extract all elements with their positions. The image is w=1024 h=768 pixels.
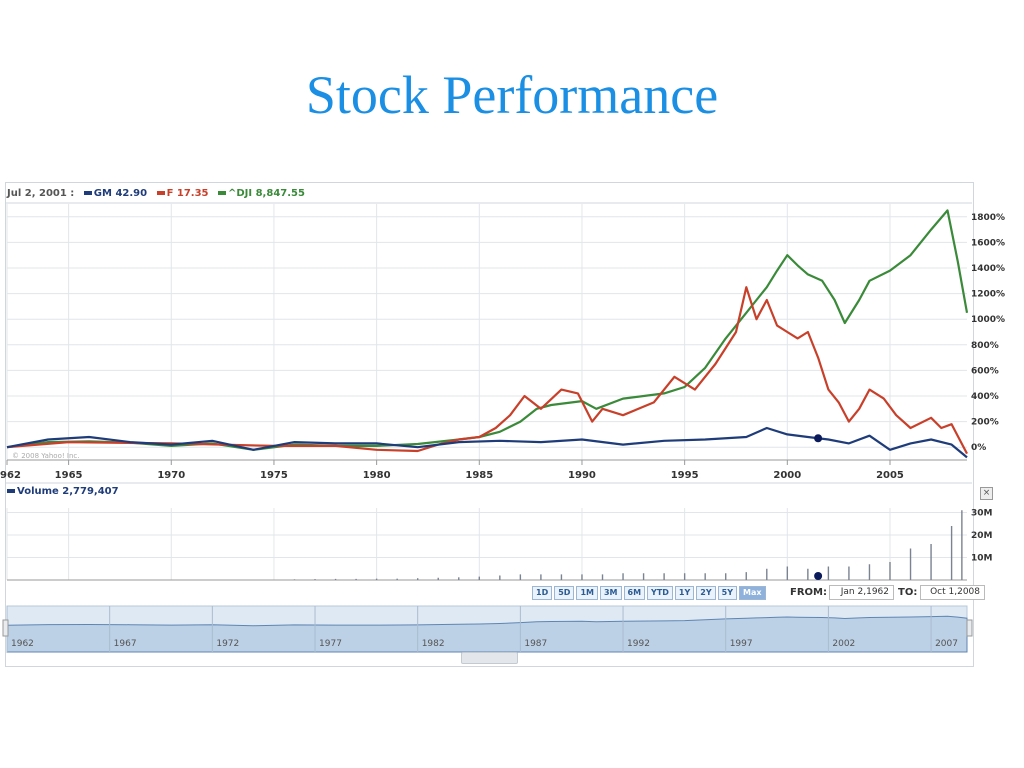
series-line-dji (6, 209, 969, 451)
navigator-year-label: 1992 (627, 639, 650, 649)
navigator-year-label: 1962 (11, 639, 34, 649)
y-tick-label: 400% (971, 392, 999, 402)
range-1y-button[interactable]: 1Y (674, 586, 695, 600)
navigator-year-label: 1972 (216, 639, 239, 649)
x-tick-label: 1965 (55, 470, 83, 481)
y-tick-label: 200% (971, 418, 999, 428)
x-tick-label: 1970 (157, 470, 185, 481)
y-tick-label: 1800% (971, 213, 1005, 223)
legend-item-dji: ^DJI 8,847.55 (218, 188, 305, 199)
navigator-year-label: 1997 (730, 639, 753, 649)
legend-label-gm: GM 42.90 (93, 188, 148, 199)
to-label: TO: (898, 587, 918, 598)
x-tick-label: 1975 (260, 470, 288, 481)
to-date-input[interactable]: Oct 1,2008 (920, 585, 985, 600)
volume-tick-label: 30M (971, 509, 993, 519)
from-label: FROM: (790, 587, 827, 598)
navigator-area (6, 615, 968, 653)
yahoo-watermark: © 2008 Yahoo! Inc. (12, 452, 79, 460)
range-2y-button[interactable]: 2Y (696, 586, 716, 600)
navigator-year-label: 1977 (319, 639, 342, 649)
crosshair-marker (814, 434, 823, 443)
x-tick-label: 2000 (773, 470, 801, 481)
x-tick-label: 2005 (876, 470, 904, 481)
range-5y-button[interactable]: 5Y (717, 586, 737, 600)
x-tick-label: 1995 (671, 470, 699, 481)
slide-title: Stock Performance (305, 65, 719, 125)
y-tick-label: 1000% (971, 315, 1005, 325)
from-date-input[interactable]: Jan 2,1962 (829, 585, 894, 600)
legend-item-gm: GM 42.90 (83, 188, 148, 199)
y-tick-label: 1600% (971, 238, 1005, 248)
x-tick-label: 1980 (363, 470, 391, 481)
legend-swatch-gm (83, 191, 92, 195)
range-selector: 1D 5D 1M 3M 6M YTD 1Y 2Y 5Y Max (532, 586, 766, 600)
x-tick-label: 1962 (0, 470, 21, 481)
volume-tick-label: 10M (971, 554, 993, 564)
navigator-year-label: 1967 (114, 639, 137, 649)
navigator-right-handle (966, 619, 973, 637)
legend-label-dji: ^DJI 8,847.55 (228, 188, 305, 199)
legend-swatch-dji (218, 191, 226, 195)
legend-swatch-f (156, 191, 165, 195)
y-tick-label: 1200% (971, 290, 1005, 300)
chart-legend: Jul 2, 2001 : GM 42.90 F 17.35 ^DJI 8,84… (7, 188, 311, 202)
y-tick-label: 1400% (971, 264, 1005, 274)
y-tick-label: 0% (971, 443, 986, 453)
navigator-year-label: 1982 (422, 639, 445, 649)
navigator-year-label: 2007 (935, 639, 958, 649)
x-tick-label: 1990 (568, 470, 596, 481)
volume-swatch (7, 489, 15, 493)
volume-legend: Volume 2,779,407 (7, 486, 119, 497)
navigator-left-handle (2, 619, 9, 637)
range-6m-button[interactable]: 6M (623, 586, 646, 600)
chart-frame (5, 182, 974, 667)
range-3m-button[interactable]: 3M (599, 586, 622, 600)
series-line-gm (6, 426, 968, 459)
y-tick-label: 800% (971, 341, 999, 351)
legend-item-f: F 17.35 (156, 188, 209, 199)
volume-legend-label: Volume 2,779,407 (17, 486, 119, 497)
x-tick-label: 1985 (465, 470, 493, 481)
legend-date: Jul 2, 2001 : (7, 188, 75, 199)
navigator-year-label: 2002 (832, 639, 855, 649)
range-1m-button[interactable]: 1M (576, 586, 598, 600)
range-5d-button[interactable]: 5D (554, 586, 575, 600)
close-volume-button[interactable]: × (980, 487, 993, 500)
navigator-drag-handle[interactable] (461, 652, 518, 664)
legend-label-f: F 17.35 (166, 188, 209, 199)
range-1d-button[interactable]: 1D (532, 586, 553, 600)
y-tick-label: 600% (971, 366, 999, 376)
volume-marker (814, 572, 823, 580)
range-max-button[interactable]: Max (739, 586, 766, 600)
volume-tick-label: 20M (971, 531, 993, 541)
navigator-year-label: 1987 (524, 639, 547, 649)
range-ytd-button[interactable]: YTD (647, 586, 673, 600)
